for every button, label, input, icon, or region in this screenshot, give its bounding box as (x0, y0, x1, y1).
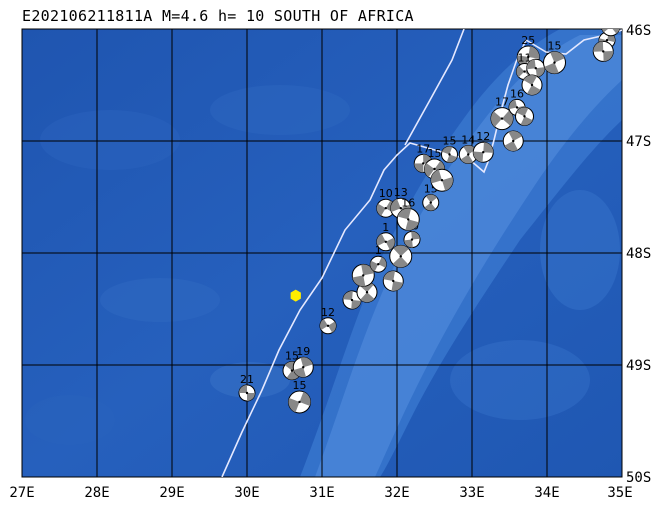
focal-mechanism-beachball (238, 384, 256, 402)
depth-label: 10 (379, 187, 393, 200)
focal-mechanism-beachball (356, 281, 378, 303)
depth-label: 12 (321, 306, 335, 319)
y-tick-label: 49S (626, 358, 651, 374)
depth-label: 11 (518, 52, 532, 65)
map-title: E202106211811A M=4.6 h= 10 SOUTH OF AFRI… (22, 7, 414, 25)
depth-label: 16 (401, 196, 415, 209)
y-tick-label: 50S (626, 470, 651, 486)
x-tick-label: 34E (534, 485, 559, 501)
depth-label: 13 (394, 186, 408, 199)
y-tick-labels: 46S 47S 48S 49S 50S (626, 23, 651, 486)
depth-label: 1 (375, 244, 382, 257)
x-tick-label: 32E (384, 485, 409, 501)
depth-label: 21 (240, 373, 254, 386)
y-tick-label: 47S (626, 134, 651, 150)
x-tick-label: 28E (84, 485, 109, 501)
x-tick-label: 31E (309, 485, 334, 501)
focal-mechanism-beachball (369, 255, 387, 273)
focal-mechanism-beachball (342, 290, 362, 310)
focal-mechanism-beachball (403, 231, 421, 249)
depth-label: 17 (416, 142, 430, 155)
focal-mechanism-beachball (526, 58, 546, 78)
x-tick-label: 35E (607, 485, 632, 501)
focal-mechanism-beachball (441, 145, 458, 163)
focal-mechanism-beachball (515, 106, 534, 126)
focal-mechanism-beachball (592, 40, 614, 62)
x-tick-label: 27E (9, 485, 34, 501)
focal-mechanism-beachball (351, 263, 375, 287)
y-tick-label: 48S (626, 246, 651, 262)
depth-label: 16 (510, 87, 524, 100)
focal-mechanism-beachball (288, 390, 311, 414)
focal-mechanism-beachball (376, 232, 396, 252)
depth-label: 15 (285, 350, 299, 363)
focal-mechanism-beachball (292, 356, 314, 378)
focal-mechanism-beachball (422, 194, 440, 212)
x-tick-label: 29E (159, 485, 184, 501)
depth-label: 14 (461, 133, 475, 146)
focal-mechanism-beachball (521, 74, 543, 96)
depth-label: 15 (293, 379, 307, 392)
focal-mechanisms: 2115191512111010131615171515141217162511… (238, 6, 620, 414)
depth-label: 15 (428, 147, 442, 160)
focal-mechanism-beachball (382, 270, 404, 292)
depth-label: 19 (296, 345, 310, 358)
focal-mechanism-beachball (490, 107, 514, 131)
x-tick-label: 33E (459, 485, 484, 501)
focal-mechanism-beachball (396, 207, 420, 231)
depth-label: 15 (443, 134, 457, 147)
x-tick-label: 30E (234, 485, 259, 501)
depth-label: 17 (495, 96, 509, 109)
x-tick-labels: 27E 28E 29E 30E 31E 32E 33E 34E 35E (9, 485, 632, 501)
depth-label: 25 (521, 34, 535, 47)
depth-label: 1 (382, 221, 389, 234)
focal-mechanism-beachball (389, 244, 413, 268)
depth-label: 15 (548, 40, 562, 53)
focal-mechanism-beachball (601, 29, 620, 37)
y-tick-label: 46S (626, 23, 651, 39)
epicenter-hexagon-icon (290, 289, 301, 302)
depth-label: 16 (604, 6, 618, 19)
focal-mechanism-beachball (376, 198, 396, 218)
depth-label: 12 (476, 130, 490, 143)
focal-mechanism-beachball (472, 141, 494, 163)
focal-mechanism-beachball (319, 317, 337, 335)
focal-mechanism-beachball (543, 51, 566, 75)
focal-mechanism-beachball (502, 130, 524, 152)
focal-mechanism-beachball (430, 168, 454, 192)
epicenter-marker (290, 289, 301, 302)
